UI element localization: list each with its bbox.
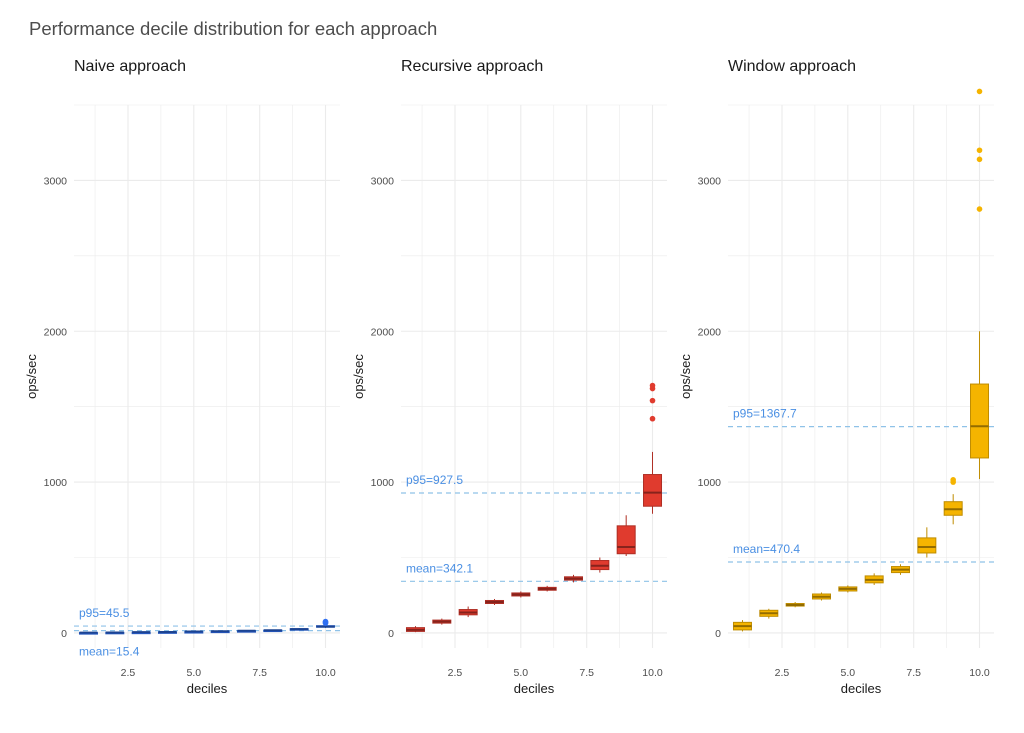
panel-2-y-tick-label: 3000	[371, 175, 395, 187]
panel-2-box	[643, 474, 663, 507]
panel-2-title: Recursive approach	[401, 58, 543, 75]
panel-2-outlier	[649, 382, 656, 389]
panel-1-y-tick-label: 0	[61, 628, 67, 640]
panel-2-y-tick-label: 1000	[371, 477, 395, 489]
panel-2-reference-label-2: mean=342.1	[406, 561, 473, 575]
panel-3-outlier	[976, 206, 983, 212]
panel-1-x-tick-label: 10.0	[315, 667, 336, 679]
panel-2-x-tick-label: 5.0	[514, 667, 529, 679]
panel-1-title: Naive approach	[74, 58, 186, 75]
panel-3-y-axis-title: ops/sec	[678, 354, 693, 399]
panel-3-title: Window approach	[728, 58, 856, 75]
panel-1-x-tick-label: 2.5	[121, 667, 136, 679]
panel-3-x-tick-label: 5.0	[841, 667, 856, 679]
panel-3-y-tick-label: 1000	[698, 477, 722, 489]
panel-2-reference-label-1: p95=927.5	[406, 473, 463, 487]
figure-title: Performance decile distribution for each…	[29, 18, 438, 39]
panel-3-outlier	[976, 147, 983, 154]
panel-3-x-axis-title: deciles	[841, 681, 882, 696]
panel-1-y-tick-label: 3000	[44, 175, 68, 187]
panel-2-x-tick-label: 2.5	[448, 667, 463, 679]
panel-3-y-tick-label: 0	[715, 628, 721, 640]
panel-2-box	[616, 525, 636, 555]
panel-3-outlier	[976, 88, 983, 95]
panel-3-box	[970, 383, 990, 459]
panel-1-y-axis-title: ops/sec	[24, 354, 39, 399]
panel-3-box	[917, 537, 937, 554]
panel-2-outlier	[649, 397, 656, 404]
panel-1-x-tick-label: 7.5	[252, 667, 267, 679]
panel-3-outlier	[950, 477, 956, 483]
panel-1-reference-label-1: p95=45.5	[79, 606, 130, 620]
panel-3-outlier	[976, 156, 983, 163]
panel-2-y-tick-label: 2000	[371, 326, 395, 338]
panel-1-reference-label-2: mean=15.4	[79, 645, 140, 659]
panel-3-x-tick-label: 7.5	[906, 667, 921, 679]
panel-2-outlier	[649, 415, 656, 422]
panel-2-x-tick-label: 10.0	[642, 667, 663, 679]
panel-3-reference-label-2: mean=470.4	[733, 542, 800, 556]
panel-1-x-tick-label: 5.0	[187, 667, 202, 679]
panel-2-x-axis-title: deciles	[514, 681, 555, 696]
panel-1-y-tick-label: 1000	[44, 477, 68, 489]
panel-3-x-tick-label: 10.0	[969, 667, 990, 679]
panel-3-y-tick-label: 2000	[698, 326, 722, 338]
panel-2-x-tick-label: 7.5	[579, 667, 594, 679]
panel-1-x-axis-title: deciles	[187, 681, 228, 696]
panel-1-outlier	[322, 618, 329, 625]
panel-3-reference-label-1: p95=1367.7	[733, 407, 797, 421]
panel-1-y-tick-label: 2000	[44, 326, 68, 338]
panel-3-y-tick-label: 3000	[698, 175, 722, 187]
panel-2-y-tick-label: 0	[388, 628, 394, 640]
panel-3-x-tick-label: 2.5	[775, 667, 790, 679]
panel-2-y-axis-title: ops/sec	[351, 354, 366, 399]
